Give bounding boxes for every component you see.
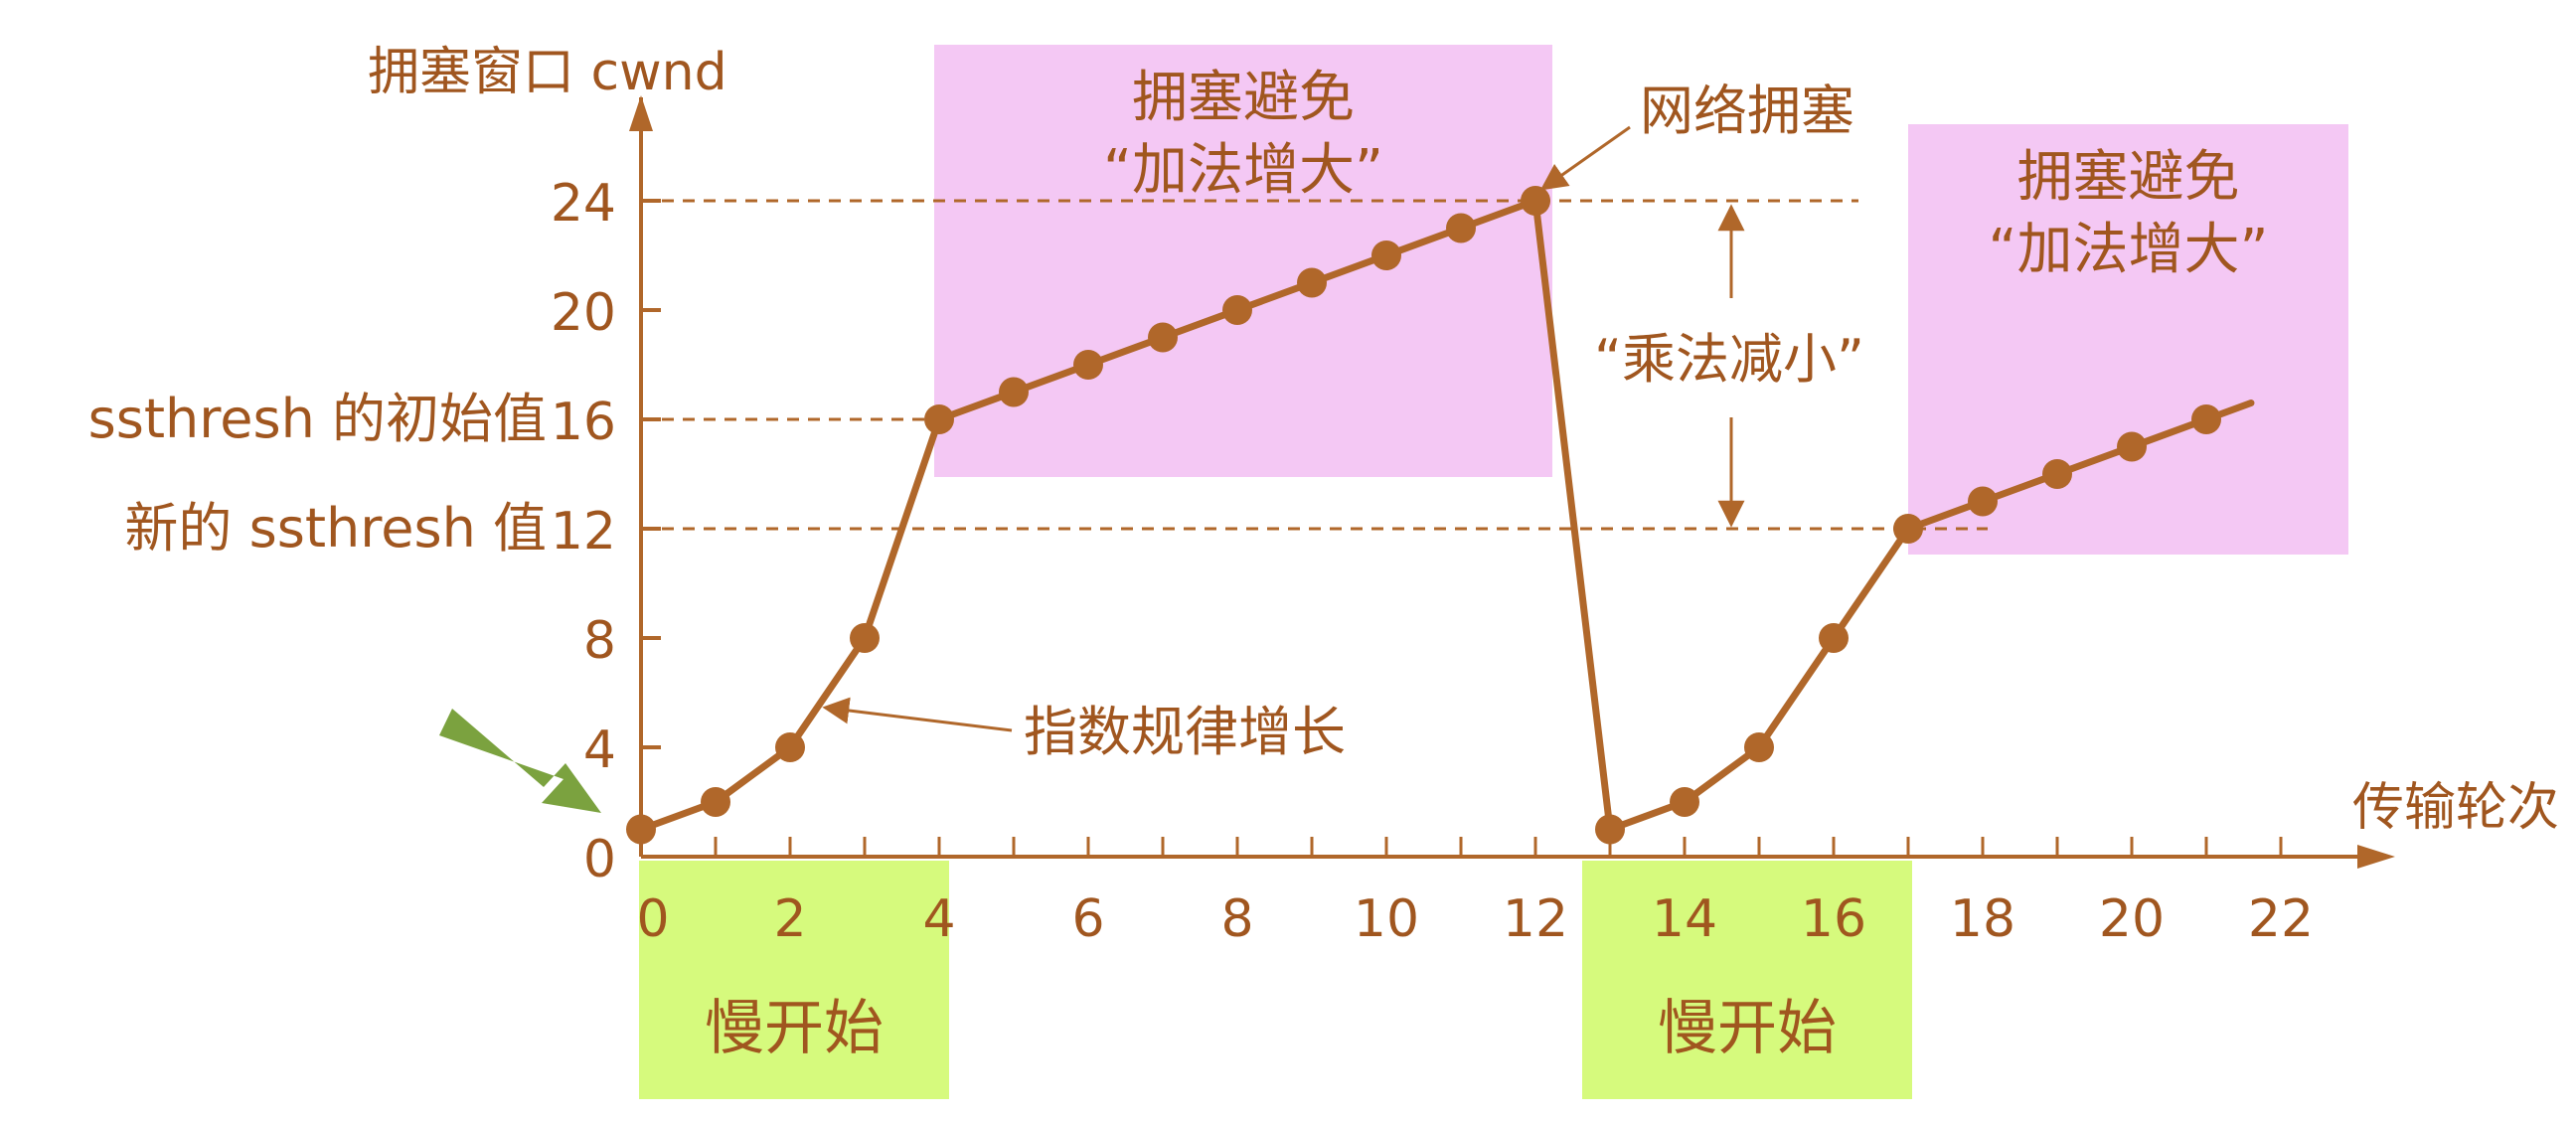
y-axis-label: 拥塞窗口 cwnd: [368, 43, 727, 102]
congestion-avoidance-subtitle: “加法增大”: [1988, 218, 2268, 282]
start-arrow-icon: [439, 709, 601, 813]
x-tick-label: 6: [1071, 889, 1104, 949]
cwnd-data-point: [999, 377, 1029, 407]
growth-label: 指数规律增长: [1024, 701, 1346, 763]
y-tick-label: 20: [551, 283, 616, 343]
congestion-pointer: [1539, 125, 1631, 191]
x-tick-label: 2: [773, 889, 806, 949]
x-tick-label: 8: [1220, 889, 1253, 949]
congestion-avoidance-title: 拥塞避免: [2017, 145, 2240, 210]
cwnd-data-point: [1148, 322, 1178, 353]
cwnd-series-line: [639, 197, 2208, 833]
cwnd-data-point: [2191, 404, 2221, 434]
y-tick-label: 4: [583, 721, 616, 780]
cwnd-data-point: [775, 732, 805, 762]
slow-start-region: [639, 861, 949, 1099]
x-tick-label: 20: [2099, 889, 2165, 949]
growth-pointer: [822, 697, 1013, 732]
congestion-label: 网络拥塞: [1640, 80, 1854, 142]
cwnd-data-point: [1968, 486, 1998, 517]
cwnd-data-point: [924, 404, 954, 434]
y-tick-label: 0: [583, 830, 616, 889]
congestion-avoidance-title: 拥塞避免: [1132, 66, 1355, 130]
x-axis-label: 传输轮次: [2352, 778, 2559, 838]
cwnd-data-point: [2042, 459, 2072, 489]
x-tick-label: 22: [2248, 889, 2314, 949]
congestion-avoidance-subtitle: “加法增大”: [1103, 138, 1383, 203]
congestion-avoidance-region: [1908, 124, 2348, 555]
x-tick-label: 16: [1801, 889, 1866, 949]
cwnd-data-point: [1222, 295, 1252, 325]
x-tick-label: 0: [636, 889, 669, 949]
x-tick-label: 12: [1503, 889, 1568, 949]
congestion-avoidance-region: [934, 45, 1552, 477]
cwnd-data-point: [1371, 240, 1401, 270]
slow-start-region: [1582, 861, 1912, 1099]
reference-line-label: 新的 ssthresh 值: [124, 497, 547, 560]
x-tick-label: 4: [922, 889, 955, 949]
cwnd-data-point: [626, 814, 656, 845]
y-tick-label: 12: [551, 502, 616, 561]
cwnd-data-point: [1521, 186, 1550, 216]
reference-line-label: ssthresh 的初始值: [88, 388, 547, 450]
cwnd-data-point: [1819, 623, 1849, 653]
cwnd-data-point: [1670, 787, 1699, 817]
x-tick-label: 14: [1652, 889, 1717, 949]
cwnd-data-point: [2117, 431, 2147, 462]
cwnd-data-point: [1595, 814, 1625, 845]
cwnd-data-point: [850, 623, 880, 653]
cwnd-data-point: [1446, 213, 1476, 243]
y-tick-label: 16: [551, 393, 616, 452]
decrease-label: “乘法减小”: [1594, 328, 1864, 391]
cwnd-data-point: [1744, 732, 1774, 762]
x-tick-label: 18: [1950, 889, 2015, 949]
x-axis-arrowhead: [2357, 845, 2395, 869]
y-tick-label: 8: [583, 611, 616, 671]
slow-start-label: 慢开始: [1658, 994, 1837, 1063]
slow-start-label: 慢开始: [705, 994, 884, 1063]
y-tick-label: 24: [551, 174, 616, 234]
x-tick-label: 10: [1354, 889, 1419, 949]
cwnd-data-point: [1297, 267, 1327, 298]
y-axis-arrowhead: [629, 95, 653, 131]
cwnd-data-point: [701, 787, 730, 817]
cwnd-data-point: [1893, 514, 1923, 544]
cwnd-data-point: [1073, 350, 1103, 380]
